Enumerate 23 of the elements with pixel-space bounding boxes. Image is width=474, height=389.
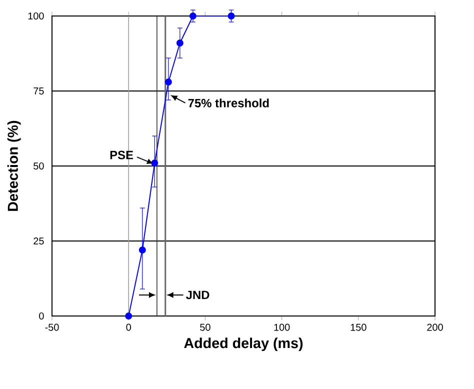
point — [138, 246, 146, 254]
annotation: JND — [186, 290, 210, 300]
point — [176, 40, 184, 46]
point — [151, 160, 158, 166]
point — [164, 78, 172, 86]
y-tick-label: 0 — [39, 312, 44, 320]
y-tick-label: 25 — [34, 237, 44, 245]
x-tick-label: 200 — [427, 324, 443, 331]
x-tick-label: -50 — [45, 324, 59, 331]
x-tick-label: 100 — [274, 324, 290, 331]
annotation: PSE — [110, 150, 134, 160]
annotation: 75% threshold — [188, 98, 269, 108]
y-tick-label: 50 — [34, 162, 44, 170]
x-tick-label: 0 — [126, 324, 131, 331]
point — [228, 12, 235, 20]
point — [125, 312, 132, 320]
y-axis-title: Detection (%) — [7, 120, 21, 211]
y-tick-label: 100 — [28, 12, 44, 20]
point — [189, 12, 196, 20]
y-tick-label: 75 — [34, 88, 44, 94]
x-axis-title: Added delay (ms) — [184, 338, 303, 352]
x-tick-label: 50 — [200, 324, 210, 331]
x-tick-label: 150 — [350, 324, 366, 331]
